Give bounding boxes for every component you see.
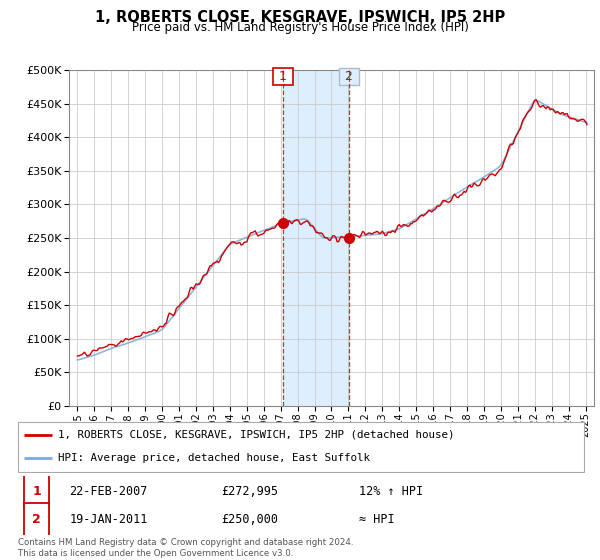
Text: Price paid vs. HM Land Registry's House Price Index (HPI): Price paid vs. HM Land Registry's House … xyxy=(131,21,469,34)
FancyBboxPatch shape xyxy=(18,422,584,472)
Text: 22-FEB-2007: 22-FEB-2007 xyxy=(70,485,148,498)
Text: Contains HM Land Registry data © Crown copyright and database right 2024.
This d: Contains HM Land Registry data © Crown c… xyxy=(18,538,353,558)
Text: 1, ROBERTS CLOSE, KESGRAVE, IPSWICH, IP5 2HP (detached house): 1, ROBERTS CLOSE, KESGRAVE, IPSWICH, IP5… xyxy=(58,430,454,440)
Text: HPI: Average price, detached house, East Suffolk: HPI: Average price, detached house, East… xyxy=(58,453,370,463)
Text: 12% ↑ HPI: 12% ↑ HPI xyxy=(359,485,423,498)
Text: 2: 2 xyxy=(32,513,41,526)
Text: 1: 1 xyxy=(275,70,291,83)
Text: 2: 2 xyxy=(341,70,357,83)
Text: 1, ROBERTS CLOSE, KESGRAVE, IPSWICH, IP5 2HP: 1, ROBERTS CLOSE, KESGRAVE, IPSWICH, IP5… xyxy=(95,10,505,25)
Text: 1: 1 xyxy=(32,485,41,498)
Text: £250,000: £250,000 xyxy=(221,513,278,526)
Text: £272,995: £272,995 xyxy=(221,485,278,498)
Text: ≈ HPI: ≈ HPI xyxy=(359,513,394,526)
Text: 19-JAN-2011: 19-JAN-2011 xyxy=(70,513,148,526)
Bar xyxy=(283,70,349,406)
FancyBboxPatch shape xyxy=(24,503,49,536)
FancyBboxPatch shape xyxy=(24,475,49,508)
